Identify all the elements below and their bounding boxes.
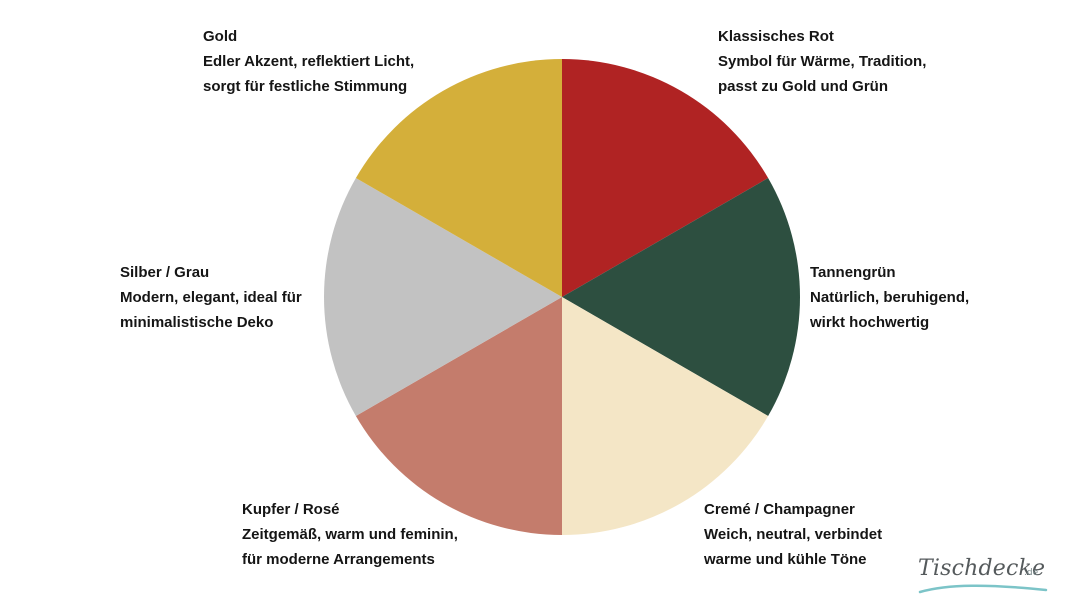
pie-slice-gold	[355, 59, 562, 297]
slice-label-gold: Gold Edler Akzent, reflektiert Licht, so…	[203, 24, 414, 99]
slice-label-klassisches-rot: Klassisches Rot Symbol für Wärme, Tradit…	[718, 24, 926, 99]
pie-slices	[324, 59, 800, 535]
slice-label-line: Symbol für Wärme, Tradition,	[718, 53, 927, 70]
slice-label-title: Kupfer / Rosé	[242, 501, 340, 518]
slice-label-tannengruen: Tannengrün Natürlich, beruhigend, wirkt …	[810, 260, 969, 335]
slice-label-silber-grau: Silber / Grau Modern, elegant, ideal für…	[120, 260, 302, 335]
pie-slice-creme-champagner	[562, 297, 769, 535]
brand-logo: Tischdecke .de	[918, 552, 1048, 598]
brand-logo-tld: .de	[1024, 568, 1039, 578]
slice-label-line: Natürlich, beruhigend,	[810, 289, 970, 306]
pie-slice-kupfer-rose	[355, 297, 562, 535]
slice-label-line: Modern, elegant, ideal für	[120, 289, 302, 306]
slice-label-line: minimalistische Deko	[120, 314, 274, 331]
slice-label-creme-champagner: Cremé / Champagner Weich, neutral, verbi…	[704, 497, 882, 572]
slice-label-line: wirkt hochwertig	[810, 314, 930, 331]
slice-label-title: Klassisches Rot	[718, 28, 834, 45]
slice-label-title: Cremé / Champagner	[704, 501, 855, 518]
slice-label-line: für moderne Arrangements	[242, 551, 435, 568]
slice-label-title: Silber / Grau	[120, 264, 210, 281]
brand-logo-swoosh	[918, 584, 1048, 594]
slice-label-line: passt zu Gold und Grün	[718, 78, 888, 95]
slice-label-title: Tannengrün	[810, 264, 896, 281]
slice-label-line: sorgt für festliche Stimmung	[203, 78, 408, 95]
slice-label-line: Zeitgemäß, warm und feminin,	[242, 526, 458, 543]
slice-label-line: Edler Akzent, reflektiert Licht,	[203, 53, 415, 70]
pie-slice-tannengruen	[562, 178, 800, 416]
slice-label-title: Gold	[203, 28, 238, 45]
pie-slice-silber-grau	[324, 178, 562, 416]
slice-label-line: warme und kühle Töne	[704, 551, 867, 568]
brand-logo-name: Tischdecke	[918, 556, 1046, 581]
slice-label-kupfer-rose: Kupfer / Rosé Zeitgemäß, warm und femini…	[242, 497, 458, 572]
slice-label-line: Weich, neutral, verbindet	[704, 526, 883, 543]
pie-slice-klassisches-rot	[562, 59, 769, 297]
